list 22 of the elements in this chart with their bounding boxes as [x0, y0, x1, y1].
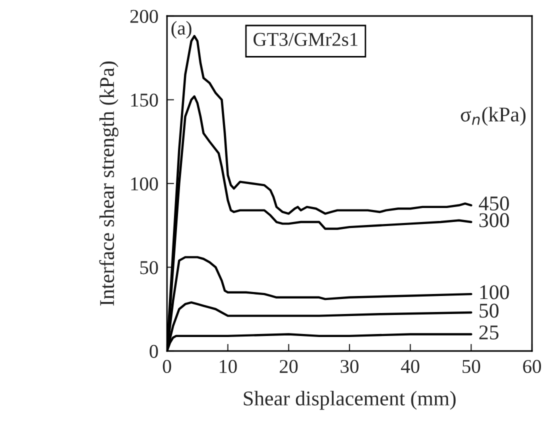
x-tick-label: 30 [340, 360, 358, 374]
y-tick-label: 0 [150, 344, 158, 358]
series-label: 25 [479, 325, 498, 340]
annotation: (a) [172, 21, 192, 39]
series-label: 100 [480, 285, 509, 300]
y-tick-label: 150 [131, 94, 158, 107]
annotation: GT3/GMr2s1 [254, 32, 358, 46]
x-tick-label: 50 [462, 360, 480, 374]
series-label: 300 [479, 213, 509, 228]
x-tick-label: 10 [220, 360, 237, 374]
x-tick-label: 40 [400, 360, 420, 374]
y-tick-label: 100 [131, 177, 158, 190]
x-tick-label: 20 [280, 360, 298, 374]
series-label: 50 [480, 304, 499, 318]
y-tick-label: 50 [140, 261, 158, 274]
y-axis-title: Interface shear strength (kPa) [99, 62, 118, 306]
y-tick-label: 200 [130, 10, 158, 23]
x-tick-label: 0 [162, 360, 172, 374]
x-axis-title: Shear displacement (mm) [244, 390, 456, 410]
x-tick-label: 60 [523, 360, 541, 374]
series-label: 450 [478, 196, 509, 210]
legend-title: σ$_{n}$(kPa) [460, 106, 526, 126]
